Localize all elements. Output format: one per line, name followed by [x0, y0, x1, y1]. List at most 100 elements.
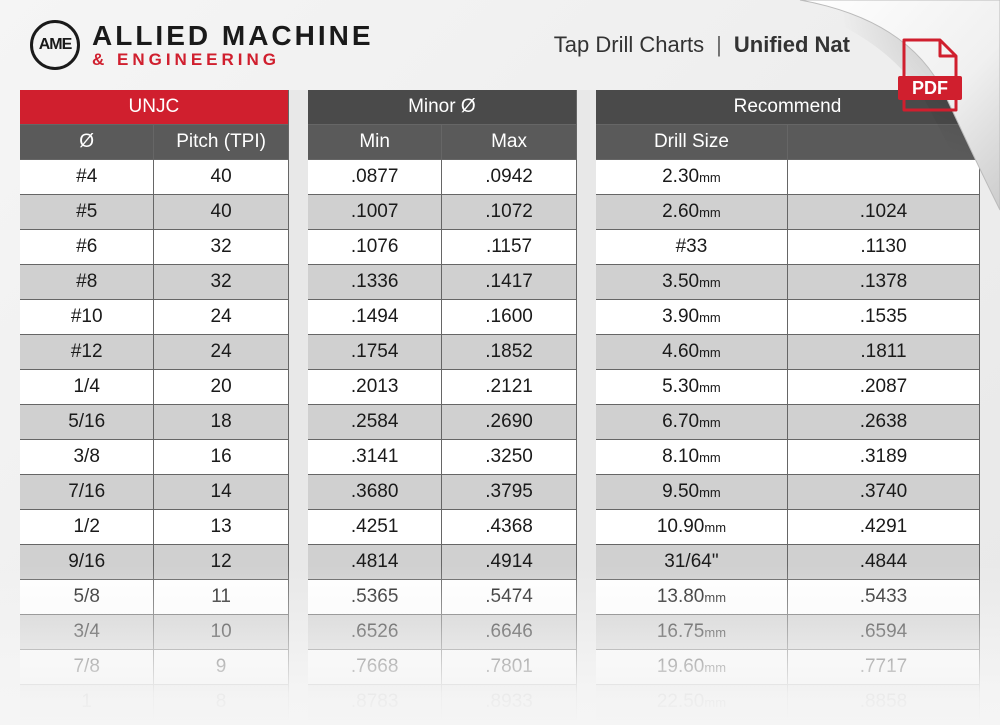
cell-drill: 5.30mm — [596, 370, 788, 405]
cell-extra: .1378 — [788, 265, 980, 300]
cell: 5/8 — [20, 580, 154, 615]
cell: .4251 — [308, 510, 442, 545]
header-extra — [788, 125, 980, 160]
cell: .7668 — [308, 650, 442, 685]
cell: 7/16 — [20, 475, 154, 510]
table-row: 7/89.7668.780119.60mm.7717 — [20, 650, 980, 685]
table-container: UNJC Minor Ø Recommend Ø Pitch (TPI) Min… — [20, 90, 980, 720]
cell-drill: 2.30mm — [596, 160, 788, 195]
cell-drill: 4.60mm — [596, 335, 788, 370]
cell: .2013 — [308, 370, 442, 405]
cell: 5/16 — [20, 405, 154, 440]
cell: .1007 — [308, 195, 442, 230]
cell: .0877 — [308, 160, 442, 195]
cell: 1 — [20, 685, 154, 720]
cell-drill: 3.90mm — [596, 300, 788, 335]
cell-extra: .1811 — [788, 335, 980, 370]
header-min: Min — [308, 125, 442, 160]
header-pitch: Pitch (TPI) — [154, 125, 288, 160]
cell-drill: 13.80mm — [596, 580, 788, 615]
cell: .3250 — [442, 440, 576, 475]
cell: .3680 — [308, 475, 442, 510]
cell-drill: 6.70mm — [596, 405, 788, 440]
brand-line1: ALLIED MACHINE — [92, 21, 374, 50]
brand-name: ALLIED MACHINE & ENGINEERING — [92, 21, 374, 68]
cell: .1157 — [442, 230, 576, 265]
col-gap — [577, 125, 596, 160]
cell: .3795 — [442, 475, 576, 510]
cell: 8 — [154, 685, 288, 720]
cell: .4914 — [442, 545, 576, 580]
cell: 9/16 — [20, 545, 154, 580]
header-drill: Drill Size — [596, 125, 788, 160]
cell-drill: 31/64" — [596, 545, 788, 580]
cell: .0942 — [442, 160, 576, 195]
cell: #4 — [20, 160, 154, 195]
table-row: 7/1614 .3680.3795 9.50mm.3740 — [20, 475, 980, 510]
table-row: #440 .0877.0942 2.30mm — [20, 160, 980, 195]
cell-drill: 10.90mm — [596, 510, 788, 545]
cell: 18 — [154, 405, 288, 440]
cell: 1/4 — [20, 370, 154, 405]
cell: 40 — [154, 160, 288, 195]
cell-drill: #33 — [596, 230, 788, 265]
cell: .1417 — [442, 265, 576, 300]
cell: 16 — [154, 440, 288, 475]
col-gap — [289, 90, 308, 125]
table-row: 3/816.3141.32508.10mm.3189 — [20, 440, 980, 475]
cell: .1600 — [442, 300, 576, 335]
cell-extra: .3189 — [788, 440, 980, 475]
cell: #12 — [20, 335, 154, 370]
table-row: 1/213.4251.436810.90mm.4291 — [20, 510, 980, 545]
brand-logo: AME ALLIED MACHINE & ENGINEERING — [30, 20, 374, 70]
cell: .6526 — [308, 615, 442, 650]
tap-drill-table: UNJC Minor Ø Recommend Ø Pitch (TPI) Min… — [20, 90, 980, 720]
cell: .5474 — [442, 580, 576, 615]
cell-extra: .3740 — [788, 475, 980, 510]
table-row: 9/1612 .4814.4914 31/64".4844 — [20, 545, 980, 580]
cell-drill: 16.75mm — [596, 615, 788, 650]
cell: .5365 — [308, 580, 442, 615]
cell-extra: .7717 — [788, 650, 980, 685]
cell: 14 — [154, 475, 288, 510]
table-row: 1/420.2013.21215.30mm.2087 — [20, 370, 980, 405]
title-right: Unified Nat — [734, 32, 850, 58]
cell-extra: .4291 — [788, 510, 980, 545]
cell-extra: .2638 — [788, 405, 980, 440]
cell: .7801 — [442, 650, 576, 685]
cell: .2121 — [442, 370, 576, 405]
table-row: 3/410.6526.664616.75mm.6594 — [20, 615, 980, 650]
cell: .1336 — [308, 265, 442, 300]
cell-extra: .1130 — [788, 230, 980, 265]
header-row-sub: Ø Pitch (TPI) Min Max Drill Size — [20, 125, 980, 160]
table-row: #1024.1494.16003.90mm.1535 — [20, 300, 980, 335]
cell: 24 — [154, 300, 288, 335]
cell: .1852 — [442, 335, 576, 370]
cell: #5 — [20, 195, 154, 230]
cell-extra: .6594 — [788, 615, 980, 650]
header-dia: Ø — [20, 125, 154, 160]
cell-extra: .4844 — [788, 545, 980, 580]
cell: .1494 — [308, 300, 442, 335]
cell: 12 — [154, 545, 288, 580]
cell: 9 — [154, 650, 288, 685]
table-row: 18.8783.893322.50mm.8858 — [20, 685, 980, 720]
pdf-icon[interactable]: PDF — [896, 36, 966, 116]
cell-extra: .2087 — [788, 370, 980, 405]
brand-line2: & ENGINEERING — [92, 51, 374, 69]
cell: .4368 — [442, 510, 576, 545]
cell-extra: .1535 — [788, 300, 980, 335]
cell: 1/2 — [20, 510, 154, 545]
cell: 11 — [154, 580, 288, 615]
cell-drill: 9.50mm — [596, 475, 788, 510]
cell-drill: 22.50mm — [596, 685, 788, 720]
table-row: 5/1618.2584.26906.70mm.2638 — [20, 405, 980, 440]
table-row: #832.1336.14173.50mm.1378 — [20, 265, 980, 300]
cell: .8783 — [308, 685, 442, 720]
cell-extra — [788, 160, 980, 195]
cell-drill: 3.50mm — [596, 265, 788, 300]
header-unjc: UNJC — [20, 90, 289, 125]
cell: .4814 — [308, 545, 442, 580]
logo-mark-icon: AME — [30, 20, 80, 70]
cell-drill: 8.10mm — [596, 440, 788, 475]
